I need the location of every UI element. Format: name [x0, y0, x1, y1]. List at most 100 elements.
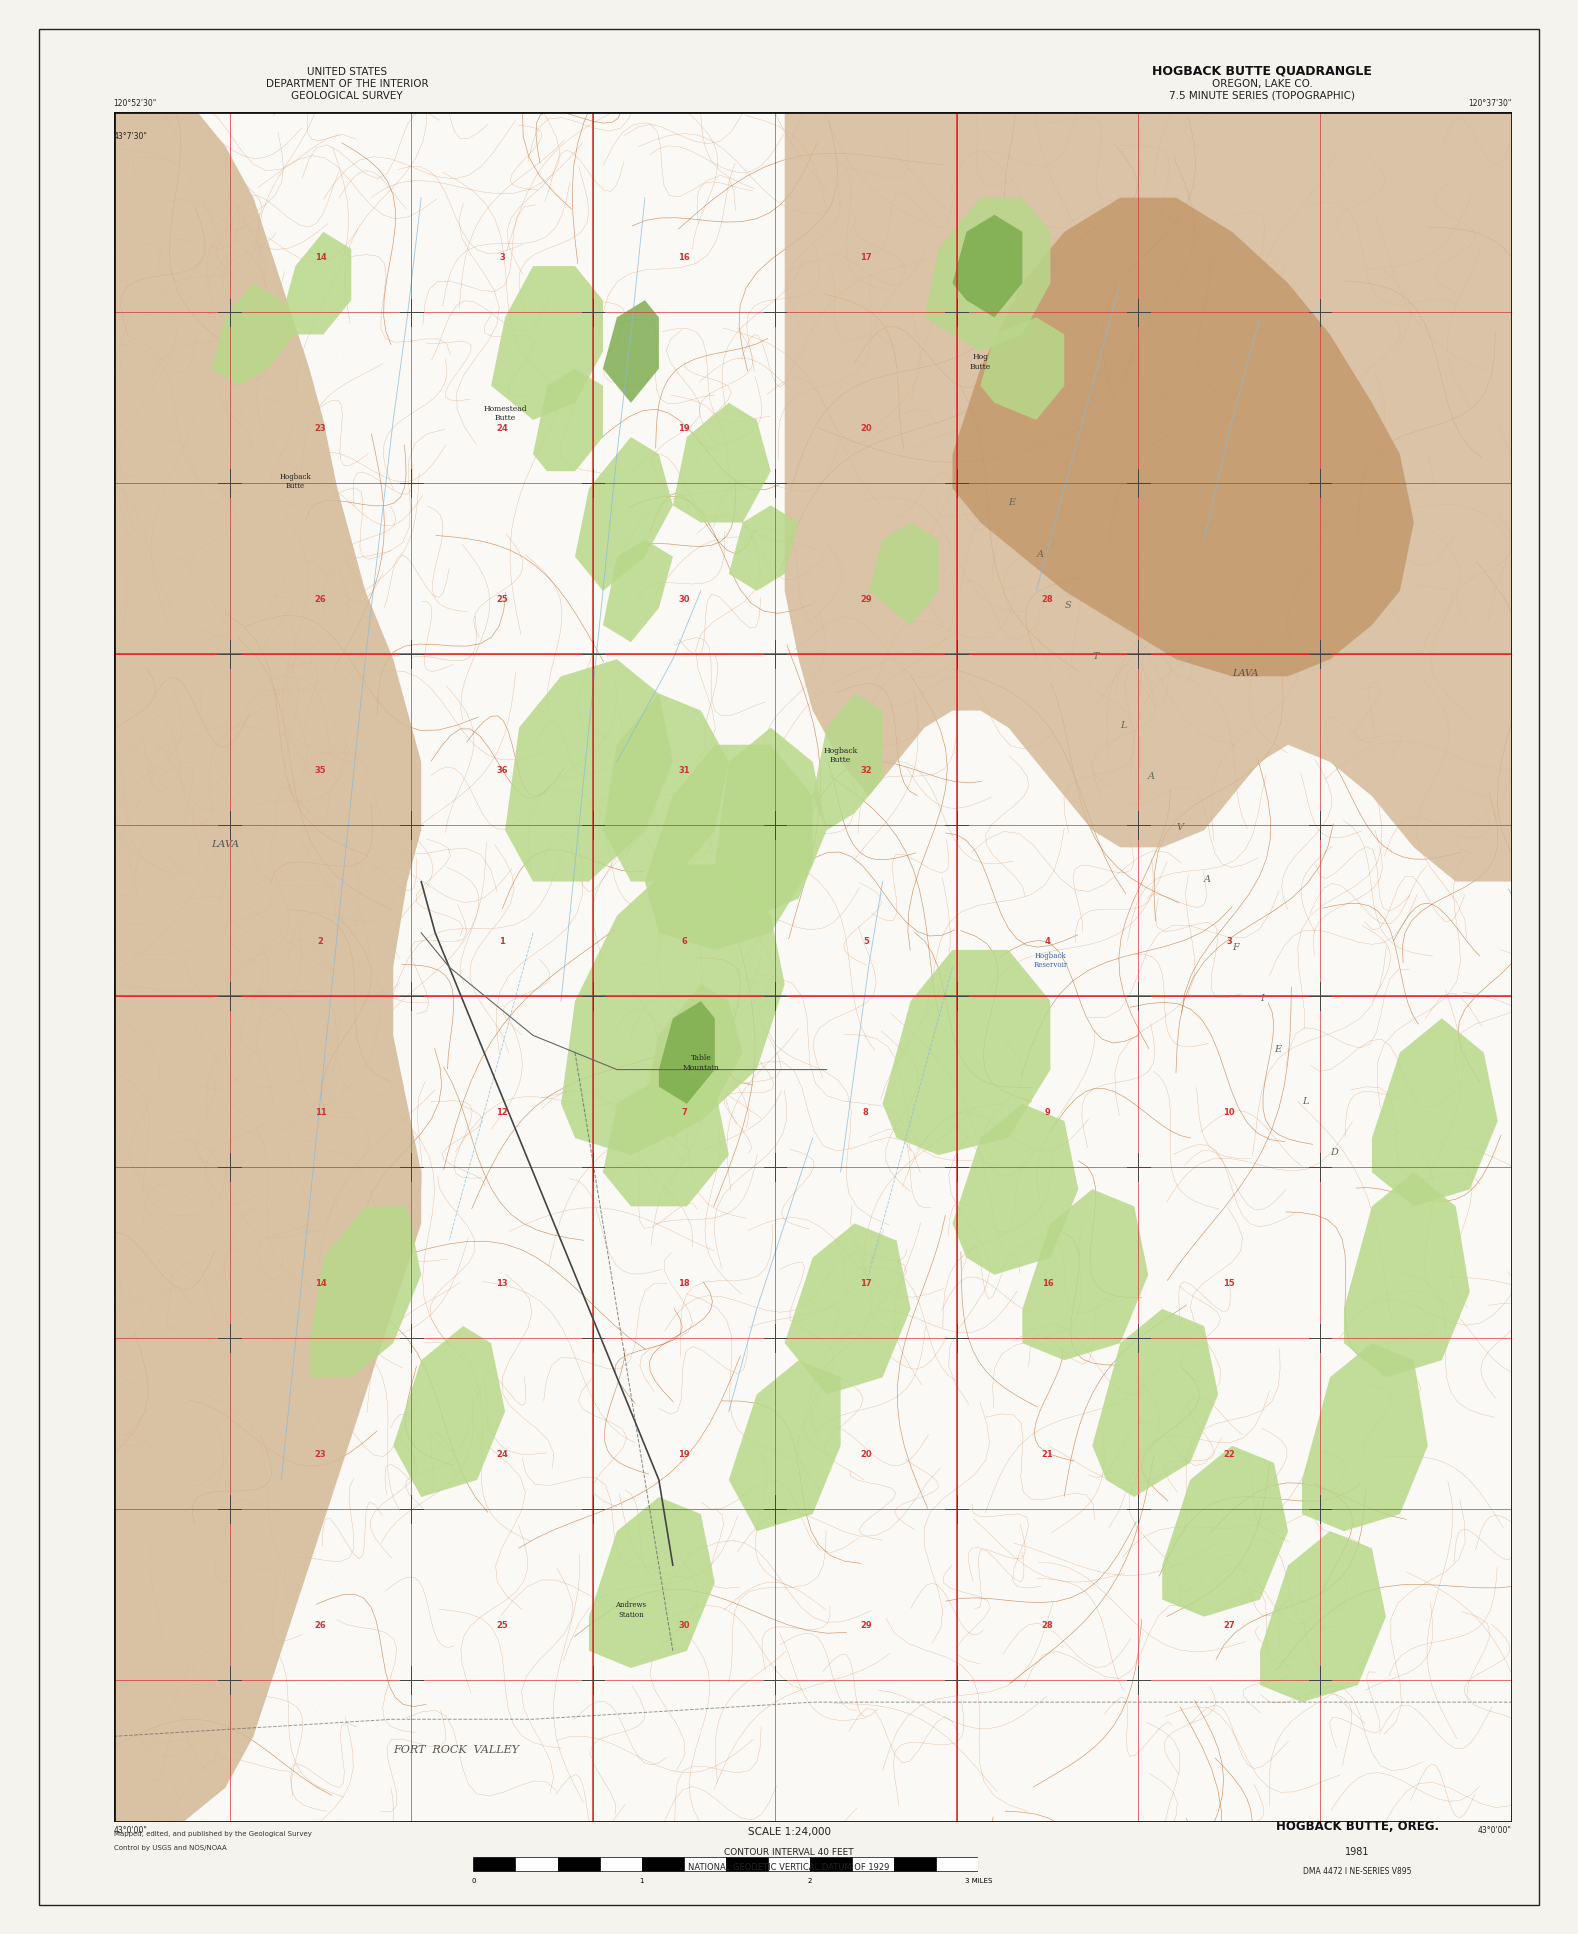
Point — [961, 719, 986, 750]
Point — [235, 743, 260, 774]
Point — [256, 209, 281, 240]
Point — [344, 213, 369, 244]
Point — [333, 1700, 358, 1731]
Point — [164, 543, 189, 574]
Point — [877, 325, 903, 356]
Point — [1166, 696, 1191, 727]
Point — [352, 632, 377, 663]
Point — [1289, 634, 1314, 665]
Point — [276, 449, 301, 480]
Point — [181, 1106, 207, 1137]
Point — [1138, 511, 1163, 542]
Point — [123, 1507, 148, 1538]
Point — [1117, 729, 1142, 760]
Point — [1272, 745, 1297, 776]
Point — [1097, 308, 1122, 338]
Point — [912, 487, 937, 518]
Point — [286, 516, 311, 547]
Point — [873, 395, 898, 425]
Point — [1288, 128, 1313, 159]
Point — [1013, 551, 1038, 582]
Point — [1094, 110, 1119, 141]
Point — [1011, 135, 1037, 166]
Point — [300, 1688, 325, 1719]
Point — [147, 1276, 172, 1307]
Point — [1217, 718, 1242, 748]
Point — [1449, 501, 1474, 532]
Point — [1146, 193, 1171, 224]
Point — [175, 808, 200, 839]
Point — [178, 1731, 204, 1762]
Point — [172, 598, 197, 629]
Point — [1338, 644, 1363, 675]
Point — [792, 242, 817, 273]
Point — [317, 1688, 342, 1719]
Point — [975, 195, 1000, 226]
Point — [1308, 346, 1333, 377]
Point — [1176, 277, 1201, 308]
Point — [1449, 137, 1474, 168]
Point — [218, 1342, 243, 1373]
Point — [1056, 118, 1081, 149]
Point — [1284, 348, 1310, 379]
Point — [898, 545, 923, 576]
Point — [215, 267, 240, 298]
Point — [1078, 292, 1103, 323]
Point — [1343, 723, 1368, 754]
Point — [1049, 574, 1075, 605]
Point — [1319, 269, 1344, 300]
Point — [196, 1278, 221, 1309]
Point — [1280, 112, 1305, 143]
Point — [243, 1172, 268, 1203]
Point — [1196, 429, 1221, 460]
Point — [191, 1456, 216, 1487]
Point — [128, 861, 153, 892]
Point — [844, 542, 869, 572]
Point — [166, 942, 191, 973]
Point — [369, 938, 394, 969]
Point — [1228, 716, 1253, 747]
Point — [196, 1172, 221, 1203]
Point — [958, 551, 983, 582]
Point — [248, 1327, 273, 1358]
Point — [1094, 476, 1119, 507]
Point — [312, 1334, 338, 1365]
Point — [353, 600, 379, 630]
Point — [333, 1170, 358, 1201]
Point — [335, 391, 360, 422]
Point — [357, 605, 382, 636]
Point — [335, 340, 360, 371]
Point — [1286, 677, 1311, 708]
Point — [1427, 572, 1452, 603]
Point — [107, 1686, 133, 1717]
Point — [252, 654, 278, 685]
Point — [1161, 723, 1187, 754]
Point — [814, 687, 839, 718]
Point — [912, 656, 937, 687]
Point — [1212, 406, 1237, 437]
Point — [142, 358, 167, 389]
Point — [1469, 259, 1494, 290]
Point — [1215, 567, 1240, 598]
Point — [798, 269, 824, 300]
Text: 23: 23 — [314, 424, 327, 433]
Point — [1133, 563, 1158, 594]
Point — [188, 698, 213, 729]
Point — [1142, 731, 1168, 762]
Point — [133, 1362, 158, 1392]
Point — [778, 654, 803, 685]
Point — [773, 164, 798, 195]
Point — [161, 1313, 186, 1344]
Point — [871, 675, 896, 706]
Point — [862, 238, 887, 269]
Point — [1024, 489, 1049, 520]
Point — [1308, 495, 1333, 526]
Point — [1119, 161, 1144, 191]
Polygon shape — [562, 864, 784, 1155]
Point — [1477, 153, 1502, 184]
Point — [383, 1288, 409, 1319]
Point — [1431, 344, 1456, 375]
Point — [989, 522, 1015, 553]
Point — [871, 646, 896, 677]
Point — [1131, 443, 1157, 474]
